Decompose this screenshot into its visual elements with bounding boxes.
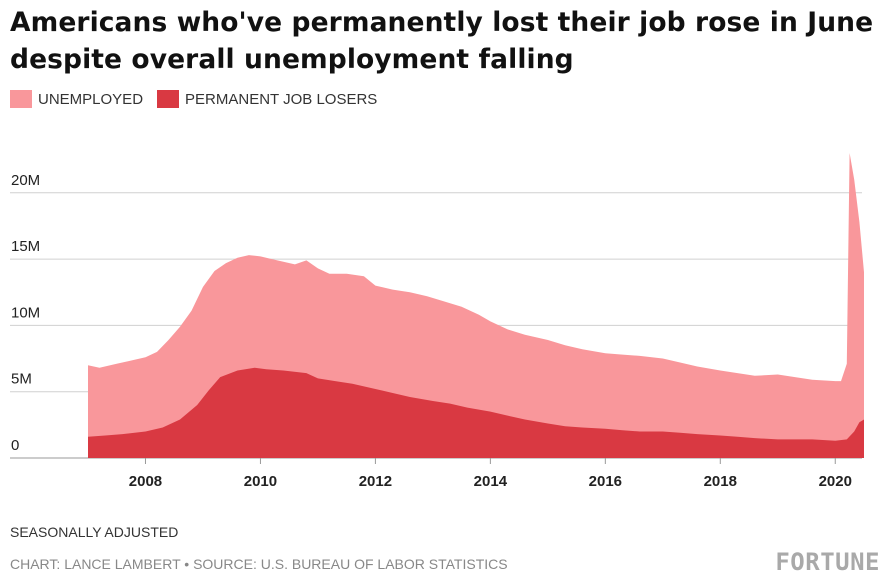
- x-tick-label: 2014: [474, 473, 508, 490]
- x-tick-label: 2010: [244, 473, 277, 490]
- y-tick-label: 10M: [11, 304, 40, 321]
- legend: UNEMPLOYED PERMANENT JOB LOSERS: [10, 90, 391, 108]
- y-tick-label: 15M: [11, 238, 40, 255]
- x-tick-label: 2012: [359, 473, 392, 490]
- legend-swatch-unemployed: [10, 90, 32, 108]
- legend-label-unemployed: UNEMPLOYED: [38, 90, 144, 108]
- x-tick-label: 2018: [704, 473, 737, 490]
- y-tick-label: 20M: [11, 172, 40, 189]
- x-tick-label: 2016: [589, 473, 622, 490]
- y-tick-label: 0: [11, 437, 19, 454]
- chart-title: Americans who've permanently lost their …: [10, 7, 874, 75]
- fortune-logo: FORTUNE: [775, 548, 880, 576]
- x-tick-label: 2020: [819, 473, 852, 490]
- legend-item-unemployed: UNEMPLOYED: [10, 90, 143, 108]
- chart-plot: 0 5M 10M 15M 20M 2008 2010 2012 2014 2016 2018 202…: [10, 153, 864, 490]
- y-tick-label: 5M: [11, 371, 32, 388]
- seasonally-adjusted-note: SEASONALLY ADJUSTED: [10, 524, 179, 540]
- legend-label-permanent-job-losers: PERMANENT JOB LOSERS: [185, 90, 378, 108]
- area-series: [88, 153, 864, 458]
- area-permanent-job-losers: [88, 367, 864, 458]
- legend-item-permanent-job-losers: PERMANENT JOB LOSERS: [157, 90, 377, 108]
- legend-swatch-permanent-job-losers: [157, 90, 180, 108]
- y-axis: 0 5M 10M 15M 20M: [11, 172, 40, 454]
- x-axis: 2008 2010 2012 2014 2016 2018 2020: [129, 458, 852, 490]
- x-tick-label: 2008: [129, 473, 162, 490]
- source-credit: CHART: LANCE LAMBERT • SOURCE: U.S. BURE…: [10, 556, 508, 572]
